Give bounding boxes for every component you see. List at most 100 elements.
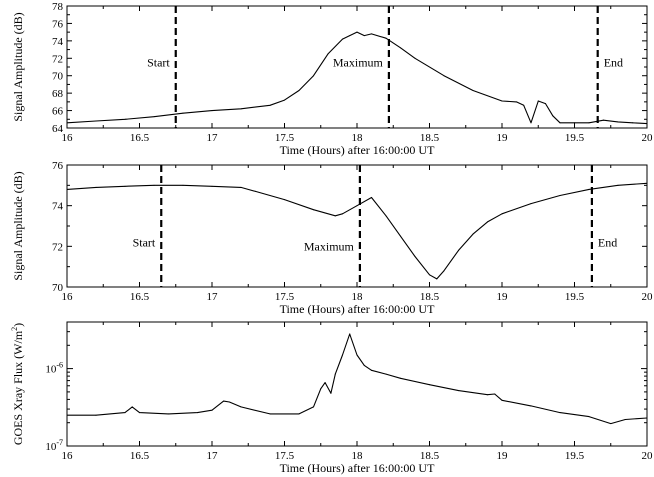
x-tick-label: 16 [62, 450, 74, 462]
data-point [537, 100, 539, 102]
y-tick-label: 64 [52, 123, 64, 135]
marker-label-maximum: Maximum [333, 56, 384, 70]
data-point [429, 274, 430, 276]
data-point [356, 354, 358, 356]
data-point [487, 221, 488, 223]
data-point [588, 416, 590, 418]
data-point [124, 118, 126, 120]
x-tick-label: 19.5 [565, 450, 585, 462]
data-point [284, 99, 285, 101]
panel-top-signal-amplitude: 16 16.5 17 17.5 18 18.5 19 19.5 20 64 66 68 70 72 74 76… [11, 1, 653, 157]
data-point [363, 35, 365, 37]
data-point [124, 185, 126, 187]
data-point [356, 31, 358, 33]
data-point [66, 122, 68, 124]
data-point [95, 120, 97, 122]
series-line [66, 182, 648, 280]
data-point [313, 209, 314, 211]
y-axis-label: GOES Xray Flux (W/m2) [10, 323, 25, 445]
data-point [646, 123, 648, 125]
data-point [494, 393, 496, 395]
data-point [324, 382, 326, 384]
marker-label-end: End [604, 56, 623, 70]
data-point [284, 199, 285, 201]
data-point [545, 103, 546, 105]
data-point [211, 110, 213, 112]
x-tick-label: 16.5 [130, 132, 150, 144]
y-tick-label: 10-6 [45, 361, 63, 376]
x-axis-label: Time (Hours) after 16:00:00 UT [280, 461, 436, 475]
y-tick-label: 74 [52, 201, 64, 213]
x-tick-label: 17.5 [275, 132, 295, 144]
x-tick-label: 20 [642, 291, 654, 303]
data-point [458, 249, 459, 251]
data-point [327, 53, 329, 55]
plot-frame [66, 321, 648, 447]
panel-middle-signal-amplitude: 16 16.5 17 17.5 18 18.5 19 19.5 20 70 72 74 76 Time (… [11, 160, 653, 316]
data-point [530, 203, 532, 205]
y-tick-label: 72 [52, 241, 63, 253]
data-point [530, 122, 532, 124]
data-point [363, 364, 365, 366]
data-point [240, 406, 242, 408]
data-point [342, 38, 343, 40]
x-tick-label: 17 [207, 450, 219, 462]
marker-label-maximum: Maximum [304, 239, 355, 253]
x-tick-label: 17.5 [275, 450, 295, 462]
y-tick-label: 10-7 [45, 438, 63, 453]
data-point [197, 412, 198, 414]
data-point [371, 33, 372, 35]
data-point [617, 184, 619, 186]
data-point [501, 100, 503, 102]
data-point [330, 392, 332, 394]
data-point [472, 233, 474, 235]
x-tick-label: 16 [62, 132, 74, 144]
y-tick-label: 70 [52, 282, 64, 294]
data-point [523, 104, 525, 106]
data-point [298, 413, 300, 415]
data-point [588, 188, 590, 190]
marker-label-end: End [598, 235, 617, 249]
x-tick-label: 20 [642, 450, 654, 462]
data-point [153, 116, 155, 118]
data-point [269, 104, 271, 106]
y-tick-label: 72 [52, 53, 63, 65]
data-point [349, 333, 351, 335]
data-point [516, 101, 517, 103]
data-point [588, 122, 590, 124]
y-tick-label: 74 [52, 36, 64, 48]
data-point [342, 213, 343, 215]
x-axis-label: Time (Hours) after 16:00:00 UT [280, 302, 436, 316]
data-point [240, 186, 242, 188]
x-tick-label: 19.5 [565, 291, 585, 303]
y-tick-label: 76 [52, 18, 64, 30]
series-line [67, 333, 648, 425]
data-point [385, 37, 387, 39]
x-tick-label: 18.5 [420, 291, 440, 303]
data-point [443, 75, 445, 77]
data-point [334, 215, 336, 217]
y-tick-label: 76 [52, 160, 64, 172]
data-point [501, 213, 503, 215]
x-tick-label: 16 [62, 291, 74, 303]
data-point [95, 414, 97, 416]
data-point [298, 90, 300, 92]
data-point [400, 47, 401, 49]
x-tick-label: 17 [207, 291, 219, 303]
data-point [371, 197, 372, 199]
data-point [228, 401, 230, 403]
data-point [139, 412, 140, 414]
data-point [559, 122, 561, 124]
y-tick-label: 78 [52, 1, 64, 13]
data-point [429, 384, 430, 386]
x-tick-label: 19 [497, 132, 509, 144]
data-point [182, 184, 184, 186]
data-point [240, 108, 242, 110]
data-point [400, 377, 401, 379]
x-tick-label: 19 [497, 291, 509, 303]
data-point [168, 413, 169, 415]
x-tick-label: 16.5 [130, 450, 150, 462]
marker-label-start: Start [133, 235, 156, 249]
data-point [182, 112, 184, 114]
panel-bottom-goes-xray-flux: 16 16.5 17 17.5 18 18.5 19 19.5 20 10-7 10-6 Time (… [10, 321, 654, 475]
